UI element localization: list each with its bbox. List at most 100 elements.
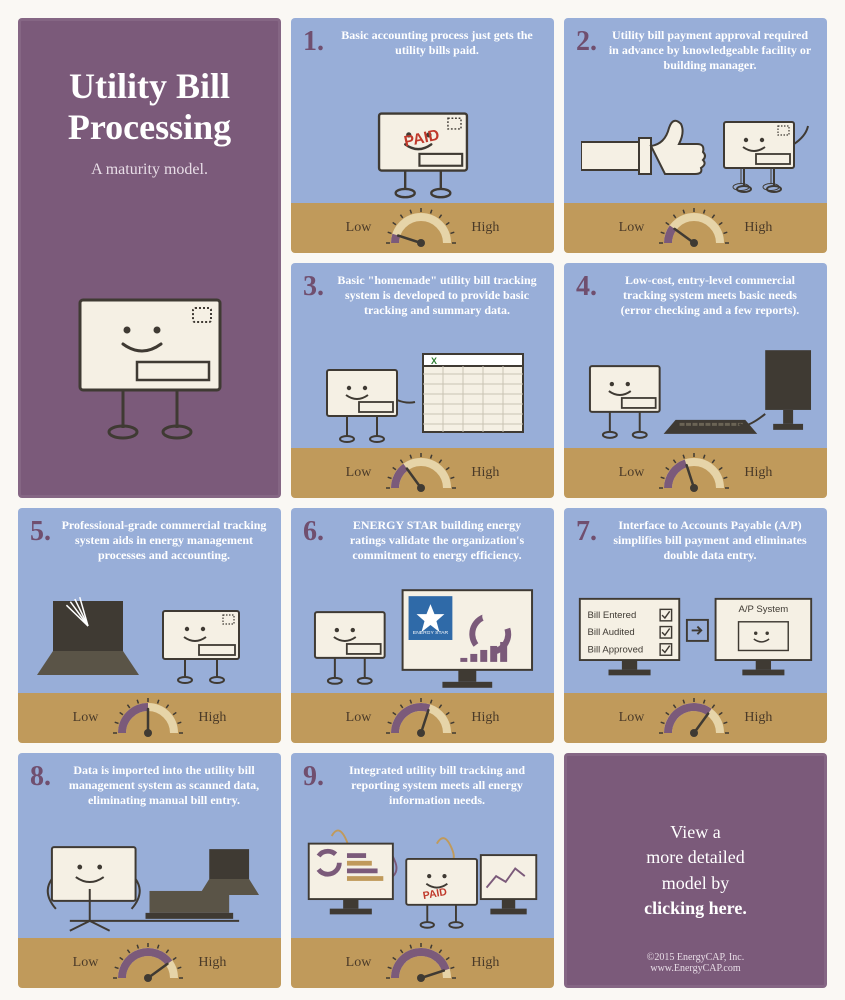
cta-line: more detailed (646, 847, 744, 867)
step-card-1: 1. Basic accounting process just gets th… (291, 18, 554, 253)
cta-card[interactable]: View a more detailed model by clicking h… (564, 753, 827, 988)
step-illustration (30, 808, 269, 934)
gauge-icon (108, 942, 188, 984)
gauge-label-high: High (471, 465, 499, 481)
step-header: 6. ENERGY STAR building energy ratings v… (303, 518, 542, 563)
gauge-label-low: Low (346, 465, 372, 481)
gauge-icon (381, 452, 461, 494)
step-number: 4. (576, 273, 597, 301)
step-gauge-bar: Low High (564, 203, 827, 253)
step-gauge-bar: Low High (291, 938, 554, 988)
step-gauge-bar: Low High (291, 203, 554, 253)
step-gauge-bar: Low High (18, 693, 281, 743)
gauge-label-low: Low (73, 710, 99, 726)
step-header: 9. Integrated utility bill tracking and … (303, 763, 542, 808)
step-top: 9. Integrated utility bill tracking and … (291, 753, 554, 938)
step-illustration (576, 73, 815, 199)
ap-system-icon: Bill Entered Bill Audited Bill Approved … (576, 589, 815, 689)
step-description: Integrated utility bill tracking and rep… (332, 763, 542, 808)
step-card-9: 9. Integrated utility bill tracking and … (291, 753, 554, 988)
step-description: Utility bill payment approval required i… (605, 28, 815, 73)
svg-text:Bill Entered: Bill Entered (587, 610, 636, 621)
step-gauge-bar: Low High (564, 693, 827, 743)
svg-text:Bill Approved: Bill Approved (587, 644, 643, 655)
gauge-label-high: High (198, 710, 226, 726)
step-top: 7. Interface to Accounts Payable (A/P) s… (564, 508, 827, 693)
main-title: Utility Bill Processing (38, 66, 261, 149)
gauge-label-high: High (198, 955, 226, 971)
gauge-icon (654, 207, 734, 249)
svg-text:X: X (431, 356, 437, 366)
step-illustration: PAID (303, 808, 542, 934)
cta-footer: ©2015 EnergyCAP, Inc. www.EnergyCAP.com (564, 952, 827, 974)
step-illustration: PAID (303, 58, 542, 199)
step-description: Data is imported into the utility bill m… (59, 763, 269, 808)
step-description: Low-cost, entry-level commercial trackin… (605, 273, 815, 318)
step-illustration: Bill Entered Bill Audited Bill Approved … (576, 563, 815, 689)
step-illustration (30, 563, 269, 689)
step-top: 2. Utility bill payment approval require… (564, 18, 827, 203)
gauge-label-low: Low (346, 955, 372, 971)
title-envelope-illustration (65, 280, 235, 440)
step-number: 5. (30, 518, 51, 546)
step-description: Interface to Accounts Payable (A/P) simp… (605, 518, 815, 563)
step-header: 3. Basic "homemade" utility bill trackin… (303, 273, 542, 318)
step-top: 8. Data is imported into the utility bil… (18, 753, 281, 938)
step-gauge-bar: Low High (291, 693, 554, 743)
copyright-text: ©2015 EnergyCAP, Inc. (564, 952, 827, 963)
step-header: 5. Professional-grade commercial trackin… (30, 518, 269, 563)
cta-link[interactable]: clicking here. (644, 898, 747, 918)
laptop-icon (35, 589, 265, 689)
gauge-label-low: Low (73, 955, 99, 971)
step-top: 6. ENERGY STAR building energy ratings v… (291, 508, 554, 693)
cta-text: View a more detailed model by clicking h… (644, 820, 747, 921)
url-text: www.EnergyCAP.com (564, 963, 827, 974)
step-header: 1. Basic accounting process just gets th… (303, 28, 542, 58)
step-card-6: 6. ENERGY STAR building energy ratings v… (291, 508, 554, 743)
energystar-icon: ENERGY STAR (303, 584, 542, 689)
gauge-label-high: High (744, 710, 772, 726)
gauge-label-high: High (744, 465, 772, 481)
envelope-character-icon: PAID (368, 104, 478, 199)
step-card-7: 7. Interface to Accounts Payable (A/P) s… (564, 508, 827, 743)
gauge-label-high: High (744, 220, 772, 236)
step-number: 6. (303, 518, 324, 546)
gauge-label-low: Low (619, 465, 645, 481)
step-card-8: 8. Data is imported into the utility bil… (18, 753, 281, 988)
step-top: 5. Professional-grade commercial trackin… (18, 508, 281, 693)
gauge-label-high: High (471, 710, 499, 726)
gauge-icon (654, 697, 734, 739)
gauge-label-low: Low (346, 710, 372, 726)
step-card-5: 5. Professional-grade commercial trackin… (18, 508, 281, 743)
step-header: 4. Low-cost, entry-level commercial trac… (576, 273, 815, 318)
step-header: 7. Interface to Accounts Payable (A/P) s… (576, 518, 815, 563)
step-number: 2. (576, 28, 597, 56)
infographic-grid: Utility Bill Processing A maturity model… (18, 18, 827, 982)
cta-line: model by (662, 873, 730, 893)
step-number: 1. (303, 28, 324, 56)
step-gauge-bar: Low High (18, 938, 281, 988)
cta-line: View a (670, 822, 720, 842)
gauge-icon (654, 452, 734, 494)
step-gauge-bar: Low High (564, 448, 827, 498)
step-description: Professional-grade commercial tracking s… (59, 518, 269, 563)
step-header: 8. Data is imported into the utility bil… (30, 763, 269, 808)
dashboard-icon: PAID (303, 824, 542, 934)
step-gauge-bar: Low High (291, 448, 554, 498)
step-description: Basic accounting process just gets the u… (332, 28, 542, 58)
keyboard-monitor-icon (576, 344, 815, 444)
gauge-icon (108, 697, 188, 739)
gauge-icon (381, 207, 461, 249)
envelope-character-icon (65, 280, 235, 440)
scanner-icon (30, 829, 269, 934)
step-description: ENERGY STAR building energy ratings vali… (332, 518, 542, 563)
gauge-icon (381, 697, 461, 739)
svg-text:Bill Audited: Bill Audited (587, 627, 634, 638)
spreadsheet-icon: X (313, 344, 533, 444)
step-header: 2. Utility bill payment approval require… (576, 28, 815, 73)
step-number: 8. (30, 763, 51, 791)
step-card-3: 3. Basic "homemade" utility bill trackin… (291, 263, 554, 498)
gauge-label-high: High (471, 220, 499, 236)
step-illustration: X (303, 318, 542, 444)
gauge-label-low: Low (619, 220, 645, 236)
